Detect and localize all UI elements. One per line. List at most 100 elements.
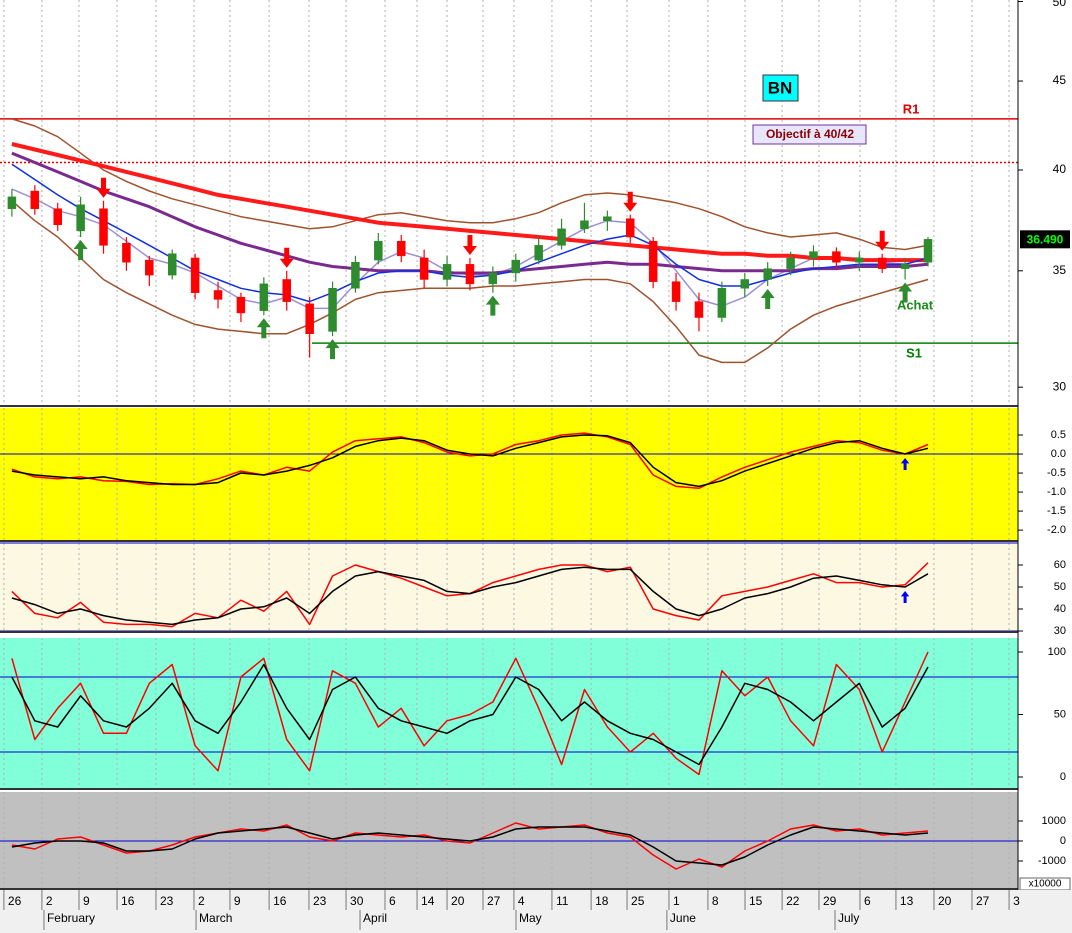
sell-arrow: [96, 177, 111, 198]
y-tick-label: -1000: [1038, 855, 1066, 867]
candle-body: [305, 303, 314, 334]
y-tick-label: 0.5: [1051, 429, 1066, 441]
candle-body: [53, 208, 62, 226]
candle-body: [442, 264, 452, 280]
y-tick-label: 30: [1054, 625, 1066, 637]
y-tick-label: 30: [1053, 379, 1067, 393]
candle-body: [465, 264, 475, 285]
series-line: [11, 566, 929, 626]
x-tick-label: 23: [160, 894, 174, 908]
candle-body: [213, 290, 223, 300]
sell-arrow: [875, 230, 890, 251]
scale-note: x10000: [1029, 879, 1062, 890]
target-note: Objectif à 40/42: [766, 127, 854, 141]
symbol-box: [762, 74, 799, 102]
target-box: [752, 124, 867, 145]
candle-body: [488, 272, 498, 285]
buy-arrow: [900, 591, 910, 603]
candle-body: [374, 240, 383, 261]
candle-body: [190, 257, 200, 293]
x-tick-label: 16: [273, 894, 287, 908]
sell-arrow: [462, 234, 477, 255]
y-tick-label: 45: [1053, 73, 1067, 87]
series-line: [11, 651, 929, 776]
x-tick-label: 13: [900, 894, 914, 908]
x-tick-label: 4: [518, 894, 525, 908]
candle-body: [717, 288, 727, 318]
x-tick-label: 27: [976, 894, 990, 908]
candle-body: [648, 240, 658, 282]
candle-body: [626, 218, 635, 238]
y-tick-label: 40: [1054, 603, 1066, 615]
series-line: [11, 822, 929, 870]
series-line: [11, 142, 928, 263]
x-tick-label: 6: [864, 894, 871, 908]
candle-body: [557, 228, 566, 246]
y-tick-label: 50: [1054, 581, 1066, 593]
candle-body: [877, 257, 887, 269]
candle-body: [328, 288, 337, 332]
x-tick-label: 15: [749, 894, 763, 908]
candle-body: [923, 239, 933, 263]
candle-body: [282, 279, 291, 302]
panel-background: [0, 0, 1018, 405]
candle-body: [534, 245, 543, 261]
x-tick-label: 20: [451, 894, 465, 908]
candle-body: [76, 204, 85, 232]
buy-arrow: [898, 282, 913, 303]
x-tick-label: 22: [786, 894, 800, 908]
x-tick-label: 26: [8, 894, 22, 908]
buy-arrow: [325, 339, 340, 360]
x-tick-label: 18: [595, 894, 609, 908]
month-label: February: [47, 911, 95, 925]
panel-background: [0, 792, 1018, 888]
sell-arrow: [623, 191, 638, 212]
x-tick-label: 23: [313, 894, 327, 908]
x-tick-label: 3: [1013, 894, 1020, 908]
y-tick-label: 40: [1053, 162, 1067, 176]
candle-body: [694, 301, 704, 318]
panel-background: [0, 408, 1018, 540]
y-tick-label: 60: [1054, 559, 1066, 571]
month-label: June: [670, 911, 696, 925]
last-price-box: [1020, 230, 1070, 249]
x-tick-label: 29: [823, 894, 837, 908]
y-tick-label: 0: [1060, 771, 1066, 783]
panel-background: [0, 638, 1018, 788]
candle-body: [30, 190, 40, 209]
candle-body: [855, 257, 864, 263]
month-label: March: [199, 911, 232, 925]
x-tick-label: 30: [350, 894, 364, 908]
candle-body: [832, 251, 841, 263]
y-tick-label: -1.5: [1047, 505, 1066, 517]
candle-body: [259, 283, 269, 311]
candle-body: [580, 220, 589, 230]
signal-label: Achat: [897, 297, 934, 312]
candle-body: [99, 208, 108, 246]
y-tick-label: 1000: [1042, 815, 1066, 827]
buy-arrow: [256, 318, 271, 339]
x-tick-label: 27: [487, 894, 501, 908]
x-tick-label: 20: [938, 894, 952, 908]
symbol: BN: [768, 78, 793, 97]
y-tick-label: 35: [1053, 263, 1067, 277]
y-tick-label: 0.0: [1051, 448, 1066, 460]
candle-body: [763, 268, 772, 280]
series-line: [11, 826, 929, 866]
x-tick-label: 9: [83, 894, 90, 908]
x-tick-label: 6: [389, 894, 396, 908]
candle-body: [122, 243, 131, 263]
series-line: [11, 663, 929, 766]
y-tick-label: 100: [1048, 646, 1066, 658]
buy-arrow: [760, 289, 775, 310]
candle-body: [786, 257, 795, 269]
candle-body: [603, 216, 612, 221]
support-label: S1: [906, 345, 922, 360]
candle-body: [396, 240, 406, 257]
candle-body: [145, 259, 154, 276]
y-tick-label: 0: [1060, 835, 1066, 847]
x-tick-label: 14: [421, 894, 435, 908]
candle-body: [900, 264, 910, 269]
